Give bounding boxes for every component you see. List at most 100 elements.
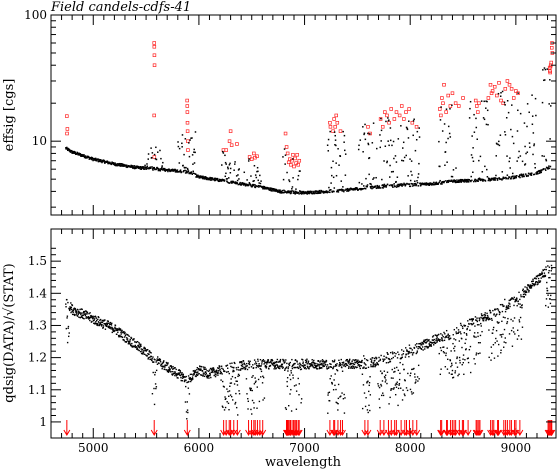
data-point	[118, 335, 120, 338]
data-point	[173, 371, 175, 373]
data-point	[509, 157, 511, 159]
data-point	[299, 170, 301, 172]
data-point	[150, 167, 152, 170]
data-point	[153, 387, 155, 390]
data-point	[148, 350, 151, 352]
data-point	[478, 317, 480, 319]
data-point	[476, 317, 478, 319]
data-point	[71, 152, 73, 154]
data-point	[119, 328, 122, 330]
data-point	[444, 333, 446, 335]
data-point	[383, 376, 386, 378]
data-point	[117, 163, 120, 165]
data-point	[278, 365, 281, 367]
data-point	[362, 384, 365, 386]
data-point	[295, 188, 297, 190]
data-point	[534, 277, 536, 279]
data-point	[233, 182, 236, 184]
data-point	[301, 364, 304, 367]
data-point	[424, 346, 426, 348]
data-point	[328, 400, 331, 402]
data-point	[237, 414, 239, 416]
data-point	[315, 365, 317, 367]
data-point	[480, 100, 483, 102]
data-point	[67, 325, 70, 328]
data-point	[261, 186, 264, 189]
data-point	[127, 343, 130, 345]
data-point	[218, 369, 220, 372]
data-point	[193, 162, 196, 164]
data-point	[363, 132, 366, 134]
data-point	[126, 337, 128, 339]
data-point	[493, 357, 496, 359]
data-point	[252, 367, 255, 369]
data-point	[444, 164, 446, 167]
data-point	[318, 365, 320, 367]
data-point	[521, 176, 523, 178]
data-point	[386, 161, 388, 164]
data-point	[90, 314, 92, 317]
data-point	[192, 172, 195, 175]
data-point	[290, 388, 292, 391]
data-point	[221, 405, 224, 407]
data-point	[365, 397, 367, 399]
data-point	[366, 381, 368, 383]
data-point	[400, 125, 402, 127]
data-point	[256, 170, 258, 173]
data-point	[371, 357, 374, 359]
data-point	[451, 180, 453, 182]
data-point	[261, 361, 263, 363]
data-point	[383, 183, 386, 186]
data-point	[198, 176, 201, 179]
data-point	[76, 151, 79, 154]
data-point	[131, 342, 133, 345]
data-point	[199, 369, 202, 371]
data-point	[382, 358, 384, 360]
data-point	[123, 339, 125, 342]
data-point	[156, 363, 159, 365]
data-point	[443, 352, 445, 354]
data-point	[116, 329, 118, 332]
data-point	[227, 390, 229, 393]
data-point	[390, 389, 392, 391]
data-point	[272, 364, 274, 366]
data-point	[181, 377, 184, 379]
data-point	[74, 311, 77, 313]
data-point	[309, 363, 312, 365]
data-point	[402, 389, 404, 391]
data-point	[169, 368, 171, 370]
data-point	[338, 359, 340, 362]
data-point	[449, 338, 451, 340]
data-point	[452, 334, 454, 336]
data-point	[382, 187, 384, 189]
data-point	[456, 356, 458, 358]
data-point	[292, 377, 294, 379]
data-point	[497, 143, 499, 146]
data-point	[439, 347, 442, 349]
data-point	[503, 101, 506, 104]
data-point	[326, 144, 329, 146]
data-point	[173, 169, 175, 172]
data-point	[246, 179, 248, 181]
data-point	[473, 98, 478, 103]
sky-line-arrow	[339, 420, 346, 436]
data-point	[450, 179, 452, 182]
data-point	[403, 182, 405, 185]
data-point	[114, 164, 117, 167]
data-point	[548, 266, 551, 268]
data-point	[378, 360, 380, 362]
data-point	[370, 364, 372, 366]
data-point	[118, 327, 120, 329]
data-point	[205, 368, 207, 370]
data-point	[421, 346, 424, 348]
data-point	[373, 177, 375, 179]
data-point	[356, 187, 358, 189]
data-point	[274, 361, 276, 363]
data-point	[288, 362, 290, 365]
data-point	[477, 179, 479, 181]
data-point	[251, 185, 253, 188]
data-point	[191, 154, 194, 156]
data-point	[190, 380, 192, 383]
data-point	[269, 188, 272, 190]
data-point	[236, 179, 239, 182]
